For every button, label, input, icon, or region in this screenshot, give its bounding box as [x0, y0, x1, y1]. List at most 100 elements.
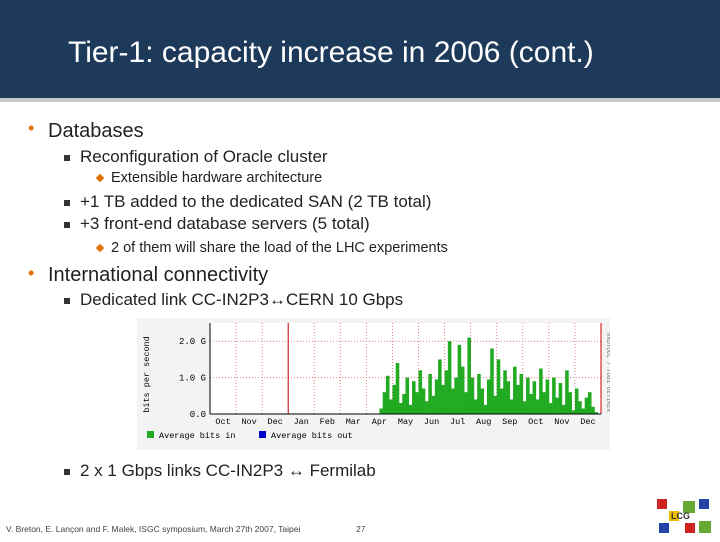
series-in-bar — [548, 403, 553, 414]
y-tick-label: 1.0 G — [179, 374, 206, 384]
legend-swatch-out — [259, 431, 266, 438]
bullet-fermilab: 2 x 1 Gbps links CC-IN2P3 ↔ Fermilab — [80, 461, 376, 480]
bullet-frontend: +3 front-end database servers (5 total) — [80, 214, 370, 233]
legend-label-out: Average bits out — [271, 431, 353, 441]
series-in-bar — [516, 384, 520, 414]
series-in-bar — [526, 377, 530, 414]
series-in-bar — [438, 359, 442, 414]
x-tick-label: Sep — [502, 417, 517, 427]
series-in-bar — [571, 410, 576, 414]
y-tick-label: 2.0 G — [179, 337, 206, 347]
series-in-bar — [392, 384, 397, 414]
series-in-bar — [395, 363, 400, 414]
traffic-chart: 2.0 G 1.0 G 0.0 Oct Nov Dec Jan Feb Mar Apr May Jun… — [137, 318, 612, 450]
slide-title: Tier-1: capacity increase in 2006 (cont.… — [68, 36, 594, 69]
series-in-bar — [561, 404, 566, 414]
bullet-databases: Databases — [48, 120, 144, 142]
legend-swatch-in — [147, 431, 154, 438]
series-in-bar — [594, 412, 599, 414]
bullet-lhc: 2 of them will share the load of the LHC… — [111, 240, 448, 256]
page-number: 27 — [356, 524, 366, 534]
series-in-bar — [389, 399, 393, 414]
series-in-bar — [408, 404, 413, 414]
bullet-oracle: Reconfiguration of Oracle cluster — [80, 147, 328, 166]
square-bullet — [64, 298, 70, 304]
x-tick-label: Jun — [424, 417, 439, 427]
title-bar-border — [0, 98, 720, 102]
x-tick-label: Jan — [294, 417, 309, 427]
series-in-bar — [412, 381, 416, 414]
square-bullet — [64, 469, 70, 475]
series-in-bar — [552, 377, 556, 414]
x-tick-label: Oct — [215, 417, 230, 427]
x-tick-label: Dec — [580, 417, 595, 427]
x-tick-label: Oct — [528, 417, 543, 427]
footer-citation: V. Breton, E. Lançon and F. Malek, ISGC … — [6, 524, 301, 534]
series-in-bar — [447, 341, 452, 414]
series-in-bar — [431, 395, 436, 414]
series-in-bar — [555, 397, 559, 414]
series-in-bar — [535, 399, 540, 414]
series-in-bar — [451, 388, 455, 414]
series-in-bar — [382, 392, 387, 414]
series-in-bar — [529, 393, 533, 414]
series-in-bar — [425, 401, 429, 414]
series-in-bar — [568, 392, 572, 414]
x-tick-label: Feb — [320, 417, 335, 427]
logo-text: LCG — [671, 511, 690, 521]
x-tick-label: Dec — [268, 417, 283, 427]
legend-label-in: Average bits in — [159, 431, 236, 441]
series-in-bar — [441, 384, 445, 414]
series-in-bar — [470, 377, 475, 414]
x-tick-label: Nov — [554, 417, 569, 427]
series-in-bar — [513, 366, 517, 414]
title-bar — [0, 0, 720, 98]
series-in-bar — [480, 388, 484, 414]
series-in-bar — [509, 399, 514, 414]
series-in-bar — [379, 408, 383, 414]
bullet-cern-link: Dedicated link CC-IN2P3↔CERN 10 Gbps — [80, 290, 404, 309]
x-tick-label: Nov — [241, 417, 256, 427]
series-in-bar — [467, 337, 471, 414]
series-in-bar — [574, 388, 579, 414]
series-in-bar — [402, 393, 406, 414]
series-in-bar — [473, 399, 478, 414]
x-tick-label: Apr — [372, 417, 387, 427]
series-in-bar — [584, 397, 589, 414]
series-in-bar — [486, 379, 491, 414]
series-in-bar — [444, 370, 449, 414]
lcg-logo: LCG — [655, 497, 713, 537]
square-bullet — [64, 155, 70, 161]
series-in-bar — [587, 392, 592, 414]
square-bullet — [64, 200, 70, 206]
series-in-bar — [522, 401, 527, 414]
x-tick-label: May — [398, 417, 413, 427]
series-in-bar — [483, 404, 488, 414]
diamond-bullet — [95, 243, 105, 253]
series-in-bar — [542, 392, 546, 414]
series-in-bar — [499, 388, 504, 414]
series-in-bar — [565, 370, 569, 414]
series-in-bar — [415, 392, 419, 414]
series-in-bar — [434, 379, 439, 414]
series-in-bar — [591, 406, 595, 414]
series-in-bar — [385, 375, 390, 414]
series-in-bar — [421, 388, 426, 414]
square-bullet — [64, 222, 70, 228]
series-in-bar — [578, 401, 582, 414]
series-in-bar — [519, 373, 524, 414]
series-in-bar — [477, 373, 481, 414]
rrdtool-label: RRDTOOL / TOBI OETIKER — [605, 333, 610, 413]
bullet-connectivity: International connectivity — [48, 264, 269, 286]
series-in-bar — [460, 366, 465, 414]
traffic-chart-svg: 2.0 G 1.0 G 0.0 Oct Nov Dec Jan Feb Mar Apr May Jun… — [142, 323, 612, 441]
series-in-bar — [454, 377, 458, 414]
series-in-bar — [490, 348, 494, 414]
series-in-bar — [496, 359, 501, 414]
series-in-bar — [464, 392, 468, 414]
bullet-marker: • — [28, 118, 35, 138]
series-in-bar — [428, 373, 432, 414]
diamond-bullet — [95, 173, 105, 183]
series-in-bar — [558, 383, 563, 414]
x-tick-label: Jul — [450, 417, 465, 427]
